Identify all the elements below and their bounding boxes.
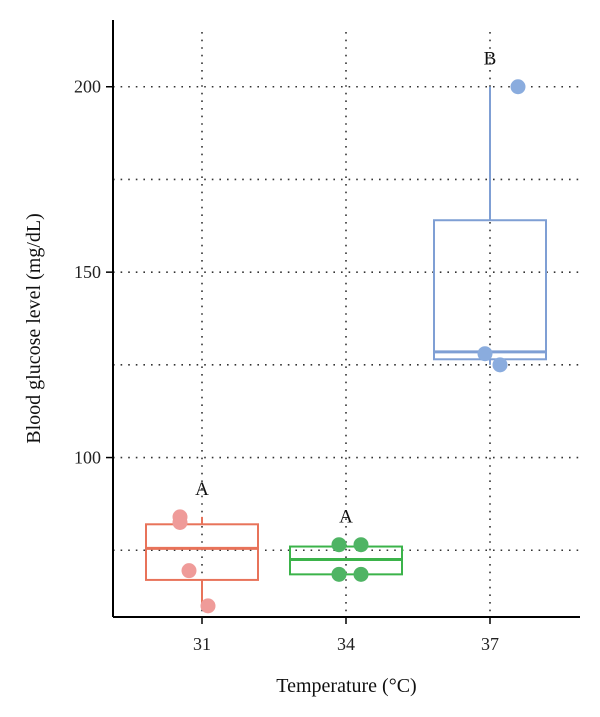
group-34-significance-letter: A [339, 507, 353, 528]
x-axis-title: Temperature (°C) [276, 675, 416, 697]
y-tick-label: 150 [74, 262, 101, 282]
group-37-box [433, 219, 547, 361]
group-37-significance-letter: B [484, 49, 497, 70]
y-tick-labels: 100 150 200 [74, 77, 113, 468]
group-34-point [331, 566, 347, 582]
x-tick-label: 31 [193, 634, 211, 654]
group-37-point [510, 79, 526, 95]
y-tick-label: 200 [74, 77, 101, 97]
y-axis-title: Blood glucose level (mg/dL) [23, 213, 45, 444]
group-31-point [200, 598, 216, 614]
group-letters: A A B [195, 49, 496, 528]
group-31-point [181, 563, 197, 579]
group-34-point [331, 537, 347, 553]
group-31-box [145, 523, 259, 581]
x-tick-label: 34 [337, 634, 355, 654]
x-tick-label: 37 [481, 634, 499, 654]
y-tick-label: 100 [74, 448, 101, 468]
group-37-point [477, 346, 493, 362]
x-tick-labels: 31 34 37 [193, 617, 499, 654]
group-34-point [353, 566, 369, 582]
group-31-point [172, 514, 188, 530]
data-points [172, 79, 526, 614]
group-37-point [492, 357, 508, 373]
group-31-significance-letter: A [195, 479, 209, 500]
group-34-point [353, 537, 369, 553]
